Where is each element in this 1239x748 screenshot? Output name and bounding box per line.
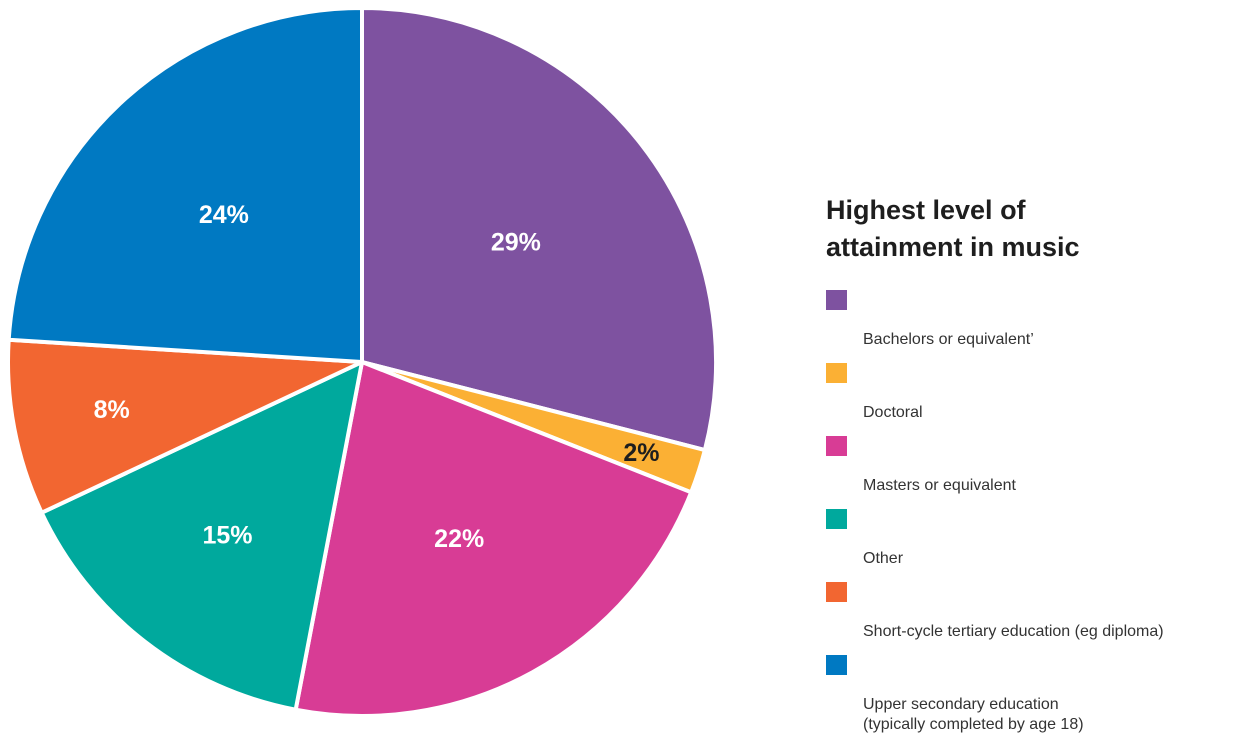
pie-slice-upper-secondary-education <box>6 6 364 364</box>
legend-swatch-masters <box>826 436 847 456</box>
slice-label-bachelors-or-equivalent: 29% <box>491 229 541 257</box>
legend-swatch-doctoral <box>826 363 847 383</box>
legend-swatch-bachelors <box>826 290 847 310</box>
legend-label-bachelors: Bachelors or equivalent’ <box>863 331 1034 348</box>
slice-label-upper-secondary-education: 24% <box>199 201 249 229</box>
pie-slice-other <box>39 360 364 712</box>
slice-label-masters-or-equivalent: 22% <box>434 525 484 553</box>
slice-label-short-cycle-tertiary-education-eg-diploma: 8% <box>94 396 130 424</box>
pie-slice-short-cycle-tertiary-education-eg-diploma <box>6 337 364 515</box>
legend-item-short-cycle: Short-cycle tertiary education (eg diplo… <box>826 582 1236 642</box>
legend-swatch-short-cycle <box>826 582 847 602</box>
legend-swatch-upper-secondary <box>826 655 847 675</box>
legend-list: Bachelors or equivalent’ Doctoral Master… <box>826 290 1236 735</box>
legend-label-masters: Masters or equivalent <box>863 477 1016 494</box>
pie-slice-bachelors-or-equivalent <box>360 6 718 453</box>
legend-item-bachelors: Bachelors or equivalent’ <box>826 290 1236 350</box>
slice-label-other: 15% <box>202 521 252 549</box>
legend-item-masters: Masters or equivalent <box>826 436 1236 496</box>
legend-item-upper-secondary: Upper secondary education (typically com… <box>826 655 1236 735</box>
legend-label-upper-secondary: Upper secondary education (typically com… <box>863 696 1084 733</box>
legend-label-other: Other <box>863 550 904 567</box>
legend-swatch-other <box>826 509 847 529</box>
pie-chart: 29% 2% 22% 15% 8% 24% <box>6 6 718 716</box>
legend: Highest level of attainment in music Bac… <box>826 192 1236 748</box>
legend-item-other: Other <box>826 509 1236 569</box>
legend-label-doctoral: Doctoral <box>863 404 923 421</box>
legend-title: Highest level of attainment in music <box>826 195 1080 262</box>
legend-label-short-cycle: Short-cycle tertiary education (eg diplo… <box>863 623 1164 640</box>
legend-item-doctoral: Doctoral <box>826 363 1236 423</box>
slice-label-doctoral: 2% <box>623 439 659 467</box>
